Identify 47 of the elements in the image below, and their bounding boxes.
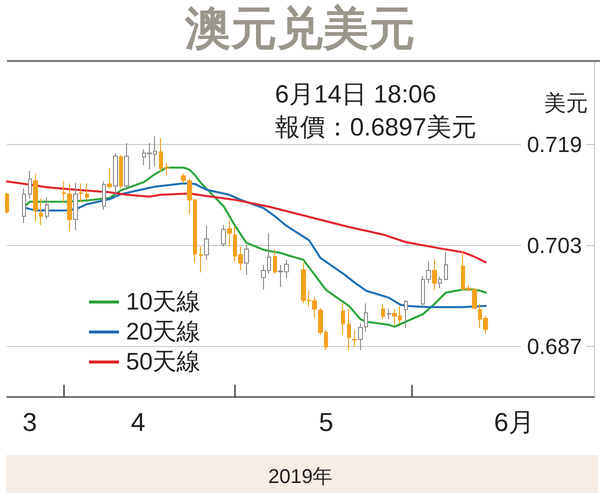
candlestick [119, 154, 123, 189]
candlestick [199, 246, 203, 273]
candlestick [33, 173, 38, 222]
candlestick [107, 168, 112, 189]
x-axis-title: 2019年 [268, 466, 333, 488]
candlestick [73, 182, 78, 231]
y-axis-title: 美元 [544, 90, 588, 116]
candlestick [341, 302, 345, 336]
candlestick [221, 224, 226, 248]
legend-label: 10天線 [126, 288, 201, 316]
candlestick [352, 329, 357, 348]
candlestick [5, 192, 9, 214]
candlestick [438, 276, 442, 289]
candlestick [358, 323, 363, 351]
candlestick [22, 188, 26, 224]
y-tick-label: 0.703 [526, 232, 582, 258]
candlestick [28, 170, 32, 200]
candlestick [273, 249, 277, 274]
candlestick [124, 142, 129, 189]
x-tick-label: 4 [130, 406, 146, 437]
y-tick-label: 0.719 [526, 132, 582, 157]
candlestick [364, 302, 368, 332]
candlestick [404, 300, 408, 328]
candlestick [39, 198, 43, 226]
candlestick [444, 251, 448, 281]
candlestick [244, 244, 249, 276]
annotation: 6月14日 18:06 [275, 80, 436, 108]
annotation: 報價：0.6897美元 [275, 114, 476, 142]
x-tick-label: 3 [22, 406, 38, 437]
y-tick-label: 0.687 [526, 334, 582, 359]
candlestick [113, 152, 118, 198]
candlestick [387, 308, 391, 320]
candlestick [227, 220, 232, 248]
candlestick [85, 182, 89, 200]
x-tick-label: 5 [318, 406, 334, 437]
legend-label: 20天線 [126, 318, 201, 346]
x-tick-label: 6月 [494, 406, 534, 437]
chart-title: 澳元兑美元 [184, 2, 415, 54]
candlestick [45, 196, 49, 220]
candlestick [102, 181, 106, 210]
candlestick [79, 182, 83, 202]
candlestick [204, 225, 209, 260]
candlestick [381, 303, 385, 320]
candlestick [432, 258, 437, 291]
legend-label: 50天線 [126, 348, 201, 376]
candlestick [347, 308, 351, 351]
line-series [6, 180, 487, 264]
